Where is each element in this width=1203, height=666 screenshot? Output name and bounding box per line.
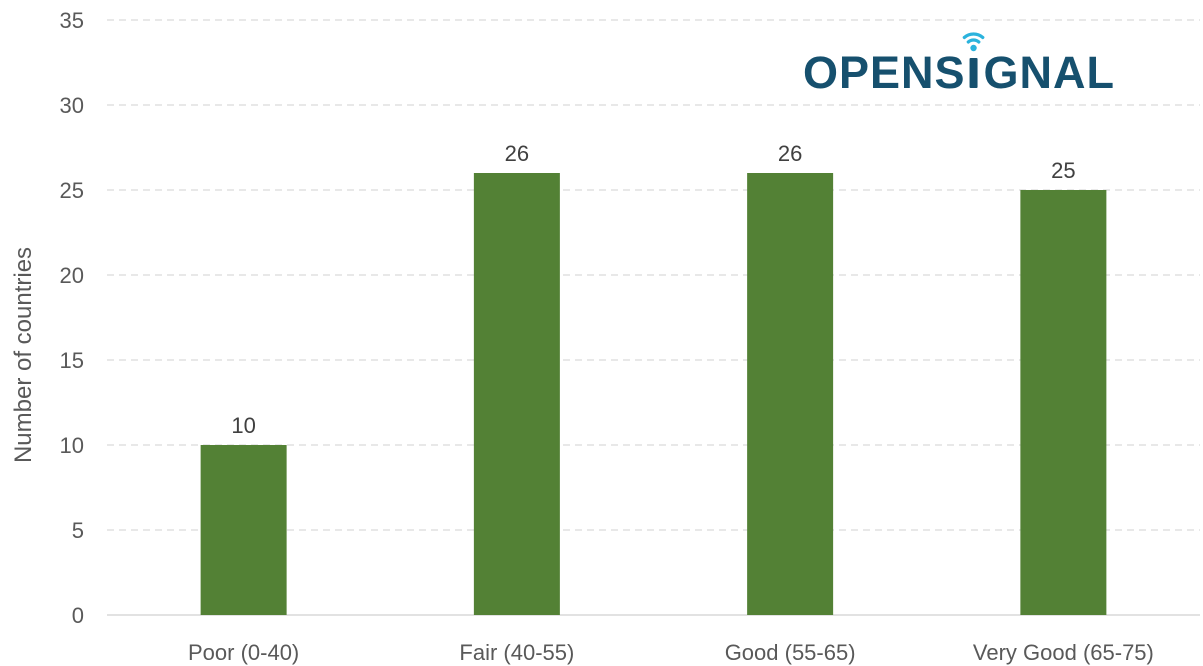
gridlines bbox=[107, 19, 1200, 616]
y-tick-label: 5 bbox=[72, 518, 84, 543]
bar bbox=[200, 445, 287, 615]
data-labels: 10 26 26 25 bbox=[231, 141, 1075, 438]
data-label: 25 bbox=[1051, 158, 1075, 183]
opensignal-logo: OPENS GNAL bbox=[803, 32, 1116, 98]
y-axis-title: Number of countries bbox=[10, 247, 37, 463]
y-tick-label: 15 bbox=[60, 348, 84, 373]
x-tick-label: Good (55-65) bbox=[725, 640, 856, 665]
y-axis-ticks: 0 5 10 15 20 25 30 35 bbox=[60, 8, 84, 628]
y-tick-label: 0 bbox=[72, 603, 84, 628]
logo-text-part1: OPENS bbox=[803, 47, 966, 98]
bar bbox=[1020, 190, 1107, 615]
y-tick-label: 20 bbox=[60, 263, 84, 288]
x-tick-label: Poor (0-40) bbox=[188, 640, 299, 665]
signal-icon bbox=[962, 32, 985, 88]
bar bbox=[473, 173, 560, 615]
data-label: 26 bbox=[778, 141, 802, 166]
logo-text-part2: GNAL bbox=[984, 47, 1116, 98]
y-tick-label: 35 bbox=[60, 8, 84, 33]
x-axis-ticks: Poor (0-40) Fair (40-55) Good (55-65) Very … bbox=[188, 640, 1154, 665]
y-tick-label: 10 bbox=[60, 433, 84, 458]
x-tick-label: Fair (40-55) bbox=[459, 640, 574, 665]
x-tick-label: Very Good (65-75) bbox=[973, 640, 1154, 665]
y-tick-label: 25 bbox=[60, 178, 84, 203]
data-label: 26 bbox=[505, 141, 529, 166]
data-label: 10 bbox=[231, 413, 255, 438]
y-tick-label: 30 bbox=[60, 93, 84, 118]
bar bbox=[747, 173, 834, 615]
bars bbox=[200, 173, 1107, 615]
